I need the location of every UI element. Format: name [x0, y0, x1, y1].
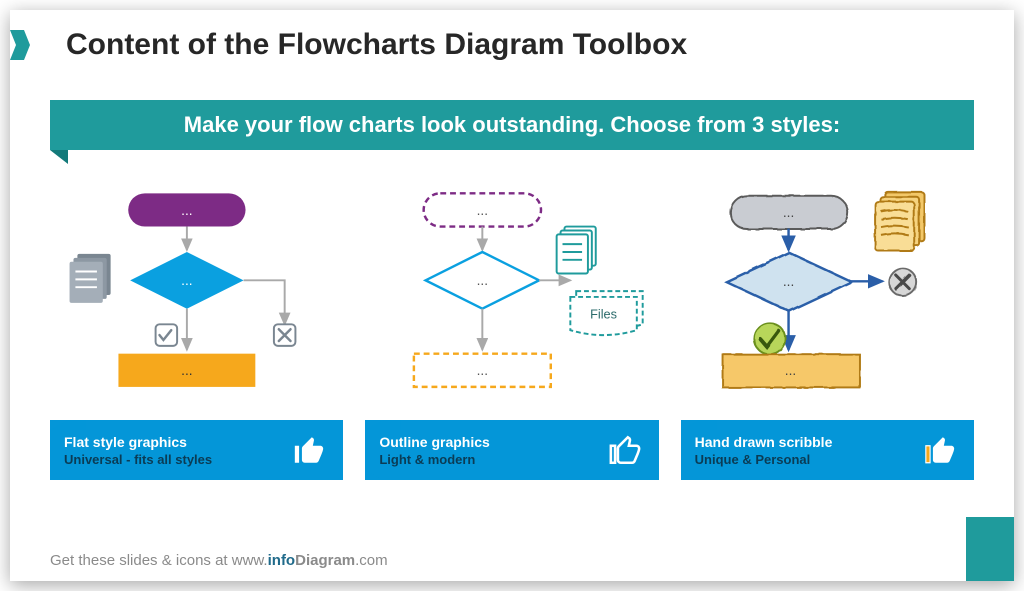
slide: Content of the Flowcharts Diagram Toolbo…: [10, 10, 1014, 581]
caption-sub: Universal - fits all styles: [64, 452, 289, 467]
style-col-outline: ... ...: [365, 180, 658, 480]
caption-title: Outline graphics: [379, 434, 604, 450]
footer-suffix: .com: [355, 552, 388, 569]
flowchart-outline: ... ...: [365, 180, 658, 410]
footer-www: www.: [232, 552, 268, 569]
footer-prefix: Get these slides & icons at: [50, 552, 232, 569]
thumbs-up-icon: [289, 430, 329, 470]
caption-title: Flat style graphics: [64, 434, 289, 450]
footer: Get these slides & icons at www.infoDiag…: [50, 552, 388, 569]
caption-sub: Light & modern: [379, 452, 604, 467]
footer-brand2: Diagram: [295, 552, 355, 569]
banner-text: Make your flow charts look outstanding. …: [184, 112, 840, 138]
edge-marker: [10, 30, 30, 60]
svg-text:...: ...: [477, 363, 488, 378]
footer-brand1: info: [268, 552, 296, 569]
flowchart-flat: ... ... ...: [50, 180, 343, 410]
banner: Make your flow charts look outstanding. …: [50, 100, 974, 150]
svg-text:...: ...: [783, 205, 794, 220]
svg-text:...: ...: [784, 363, 795, 378]
style-col-sketch: ... ...: [681, 180, 974, 480]
footer-bar: [966, 517, 1014, 581]
caption-sub: Unique & Personal: [695, 452, 920, 467]
banner-fold: [50, 150, 68, 164]
caption-sketch: Hand drawn scribble Unique & Personal: [681, 420, 974, 480]
svg-text:...: ...: [181, 273, 192, 288]
svg-text:...: ...: [477, 203, 488, 218]
svg-text:Files: Files: [590, 306, 617, 321]
svg-text:...: ...: [477, 273, 488, 288]
svg-text:...: ...: [181, 203, 192, 218]
caption-title: Hand drawn scribble: [695, 434, 920, 450]
thumbs-up-icon: [605, 430, 645, 470]
columns: ... ... ...: [50, 180, 974, 480]
svg-text:...: ...: [783, 274, 794, 289]
page-title: Content of the Flowcharts Diagram Toolbo…: [66, 28, 687, 62]
caption-outline: Outline graphics Light & modern: [365, 420, 658, 480]
svg-text:...: ...: [181, 363, 192, 378]
caption-flat: Flat style graphics Universal - fits all…: [50, 420, 343, 480]
thumbs-up-icon: [920, 430, 960, 470]
style-col-flat: ... ... ...: [50, 180, 343, 480]
flowchart-sketch: ... ...: [681, 180, 974, 410]
